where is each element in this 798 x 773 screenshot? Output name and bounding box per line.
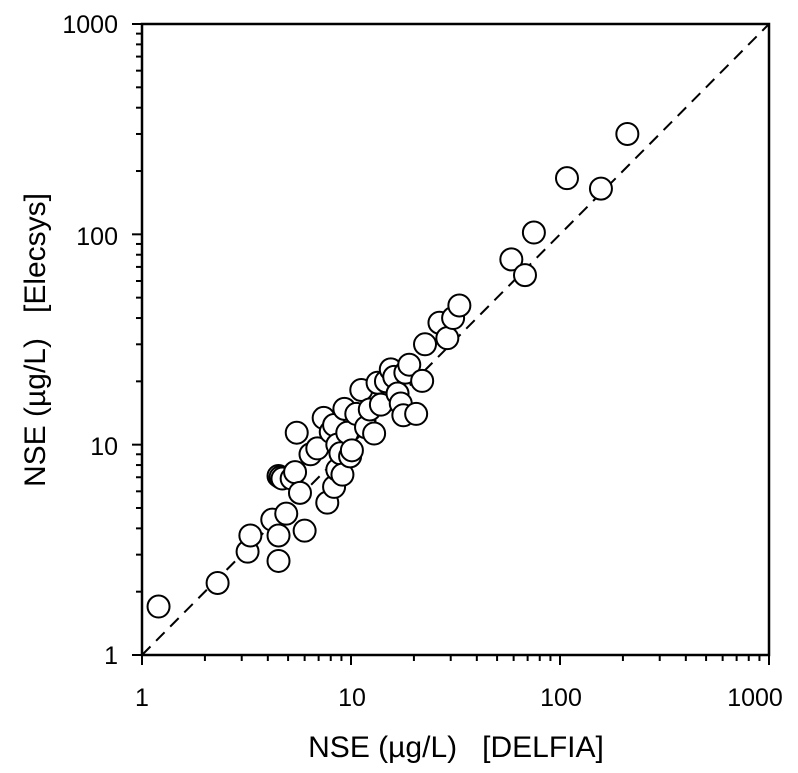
x-tick-label-10: 10 <box>338 684 366 712</box>
data-point <box>554 166 579 191</box>
y-tick-label-1: 1 <box>104 642 118 670</box>
data-point <box>339 438 364 463</box>
data-point <box>284 420 309 445</box>
data-point <box>274 501 299 526</box>
y-tick-label-10: 10 <box>90 433 118 461</box>
data-point <box>499 247 524 272</box>
data-point <box>588 176 613 201</box>
data-point <box>435 326 460 351</box>
x-tick-label-1: 1 <box>135 684 149 712</box>
data-point <box>521 220 546 245</box>
y-axis-title: NSE (µg/L) [Elecsys] <box>19 193 52 487</box>
data-point <box>266 523 291 548</box>
data-point <box>146 594 171 619</box>
x-tick-label-100: 100 <box>540 684 582 712</box>
data-point <box>292 518 317 543</box>
y-tick-label-100: 100 <box>76 223 118 251</box>
data-point <box>205 570 230 595</box>
plot-frame <box>140 22 771 657</box>
y-tick-label-1000: 1000 <box>62 11 118 39</box>
x-tick-label-1000: 1000 <box>727 684 783 712</box>
data-point <box>410 368 435 393</box>
data-point <box>512 263 537 288</box>
data-point <box>404 401 429 426</box>
data-point <box>287 480 312 505</box>
data-points <box>146 121 640 619</box>
axis-ticks <box>132 23 770 665</box>
data-point <box>413 332 438 357</box>
x-axis-title: NSE (µg/L) [DELFIA] <box>308 731 604 764</box>
data-point <box>615 121 640 146</box>
data-point <box>362 421 387 446</box>
data-point <box>397 352 422 377</box>
data-point <box>266 548 291 573</box>
data-point <box>238 523 263 548</box>
data-point <box>283 460 308 485</box>
data-point <box>447 293 472 318</box>
